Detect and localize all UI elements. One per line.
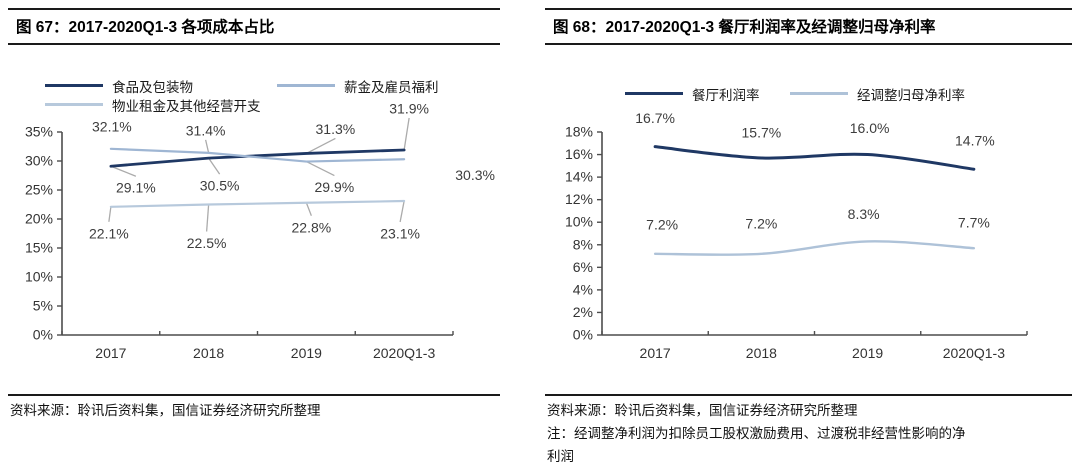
legend-item-rent-other-expenses: 物业租金及其他经营开支 [45, 95, 277, 115]
svg-text:2017: 2017 [640, 345, 671, 361]
figure-67-source: 资料来源：聆讯后资料集，国信证券经济研究所整理 [10, 403, 321, 418]
legend-row: 物业租金及其他经营开支 [45, 95, 500, 114]
svg-text:2017: 2017 [95, 345, 126, 361]
svg-text:16.7%: 16.7% [635, 110, 675, 126]
legend-item-food-packaging: 食品及包装物 [45, 76, 277, 96]
svg-text:2%: 2% [573, 304, 593, 320]
figure-67-source-rule [8, 394, 500, 396]
svg-text:30%: 30% [25, 153, 53, 169]
figure-67-chart: 0% 5% 10% 15% 20% 25% 30% 35% 2017 2018 2019 2020Q1… [25, 100, 495, 361]
figure-68-note: 注：经调整净利润为扣除员工股权激励费用、过渡税非经营性影响的净利润 [547, 426, 966, 464]
legend-label: 薪金及雇员福利 [344, 79, 439, 95]
svg-text:15%: 15% [25, 240, 53, 256]
figure-67-title-rule [8, 43, 500, 45]
figure-68-top-rule [545, 8, 1072, 10]
svg-text:10%: 10% [565, 214, 593, 230]
svg-text:0%: 0% [33, 327, 53, 343]
legend-item-restaurant-margin: 餐厅利润率 [625, 84, 790, 104]
svg-text:7.2%: 7.2% [745, 215, 777, 231]
svg-text:14.7%: 14.7% [955, 133, 995, 149]
svg-text:2020Q1-3: 2020Q1-3 [943, 345, 1005, 361]
figure-68-legend: 餐厅利润率 经调整归母净利率 [545, 84, 1072, 103]
svg-text:2019: 2019 [852, 345, 883, 361]
svg-text:22.8%: 22.8% [292, 219, 332, 235]
svg-text:23.1%: 23.1% [380, 226, 420, 242]
series-line-swatch [45, 84, 103, 87]
svg-text:35%: 35% [25, 124, 53, 140]
legend-item-adjusted-net-margin: 经调整归母净利率 [790, 84, 965, 104]
legend-label: 食品及包装物 [112, 79, 193, 95]
svg-text:7.2%: 7.2% [646, 216, 678, 232]
svg-text:30.3%: 30.3% [455, 167, 495, 183]
series-line-swatch [277, 84, 335, 87]
svg-text:14%: 14% [565, 169, 593, 185]
legend-label: 餐厅利润率 [692, 87, 760, 103]
series-line-swatch [625, 92, 683, 95]
svg-text:31.3%: 31.3% [316, 121, 356, 137]
svg-text:29.1%: 29.1% [116, 180, 156, 196]
svg-text:16.0%: 16.0% [850, 120, 890, 136]
legend-label: 物业租金及其他经营开支 [112, 98, 261, 114]
svg-text:29.9%: 29.9% [315, 179, 355, 195]
figure-68-title-rule [545, 43, 1072, 45]
svg-text:6%: 6% [573, 259, 593, 275]
svg-text:2018: 2018 [193, 345, 224, 361]
svg-text:0%: 0% [573, 327, 593, 343]
legend-row: 餐厅利润率 经调整归母净利率 [625, 84, 1072, 103]
figure-67-top-rule [8, 8, 500, 10]
figure-67-title: 图 67：2017-2020Q1-3 各项成本占比 [16, 19, 275, 36]
svg-text:4%: 4% [573, 281, 593, 297]
figure-67-panel: 图 67：2017-2020Q1-3 各项成本占比 食品及包装物 薪金及雇员福利… [8, 0, 500, 472]
svg-text:18%: 18% [565, 124, 593, 140]
svg-text:15.7%: 15.7% [742, 124, 782, 140]
svg-text:31.9%: 31.9% [389, 100, 429, 116]
svg-text:2018: 2018 [746, 345, 777, 361]
svg-text:32.1%: 32.1% [92, 118, 132, 134]
svg-text:25%: 25% [25, 182, 53, 198]
legend-item-salary-benefits: 薪金及雇员福利 [277, 76, 439, 96]
series-line-swatch [790, 92, 848, 95]
series-line-swatch [45, 103, 103, 106]
svg-text:31.4%: 31.4% [186, 122, 226, 138]
svg-text:20%: 20% [25, 211, 53, 227]
figure-68-source: 资料来源：聆讯后资料集，国信证券经济研究所整理 [547, 403, 858, 418]
figure-68-chart: 0% 2% 4% 6% 8% 10% 12% 14% 16% 18% 2017 2018 2019 202… [565, 110, 1028, 361]
legend-row: 食品及包装物 薪金及雇员福利 [45, 76, 500, 95]
svg-text:2020Q1-3: 2020Q1-3 [373, 345, 435, 361]
svg-text:10%: 10% [25, 269, 53, 285]
figure-68-panel: 图 68：2017-2020Q1-3 餐厅利润率及经调整归母净利率 餐厅利润率 … [545, 0, 1072, 472]
svg-text:5%: 5% [33, 298, 53, 314]
figure-68-title: 图 68：2017-2020Q1-3 餐厅利润率及经调整归母净利率 [553, 19, 936, 36]
svg-text:12%: 12% [565, 191, 593, 207]
figure-67-legend: 食品及包装物 薪金及雇员福利 物业租金及其他经营开支 [8, 76, 500, 114]
svg-text:7.7%: 7.7% [958, 215, 990, 231]
svg-text:2019: 2019 [291, 345, 322, 361]
svg-text:30.5%: 30.5% [200, 178, 240, 194]
svg-text:16%: 16% [565, 146, 593, 162]
svg-text:8.3%: 8.3% [848, 206, 880, 222]
svg-text:8%: 8% [573, 236, 593, 252]
svg-text:22.1%: 22.1% [89, 225, 129, 241]
figure-68-source-rule [545, 394, 1072, 396]
svg-text:22.5%: 22.5% [187, 235, 227, 251]
legend-label: 经调整归母净利率 [857, 87, 965, 103]
